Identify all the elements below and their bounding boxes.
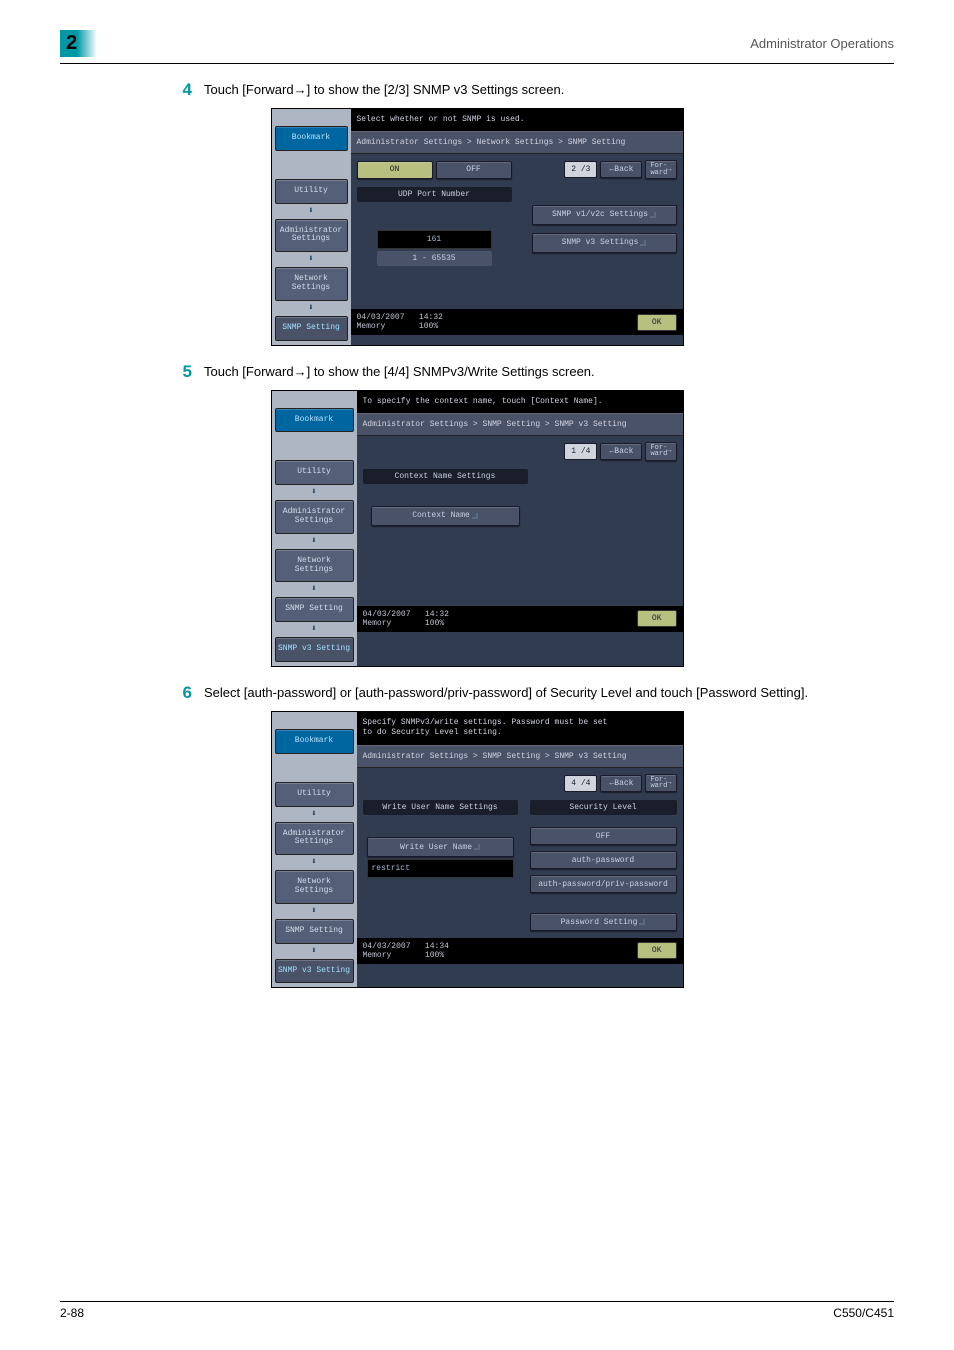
- password-setting-button[interactable]: Password Setting: [530, 913, 677, 931]
- chevron-down-icon: ⬇: [275, 907, 354, 916]
- context-settings-label: Context Name Settings: [363, 469, 528, 484]
- on-button[interactable]: ON: [357, 161, 433, 179]
- page-indicator: 2 /3: [564, 161, 597, 178]
- forward-button[interactable]: For- ward →: [645, 442, 676, 461]
- page-indicator: 1 /4: [564, 443, 597, 460]
- admin-settings-button[interactable]: Administrator Settings: [275, 219, 348, 253]
- page-footer: 2-88 C550/C451: [60, 1301, 894, 1320]
- breadcrumb: Administrator Settings > SNMP Setting > …: [357, 413, 683, 436]
- snmp-v3-setting-button[interactable]: SNMP v3 Setting: [275, 959, 354, 984]
- chevron-down-icon: ⬇: [275, 207, 348, 216]
- prompt-text: Select whether or not SNMP is used.: [351, 109, 683, 131]
- udp-range: 1 - 65535: [377, 251, 492, 266]
- bookmark-button[interactable]: Bookmark: [275, 729, 354, 754]
- page-number: 2-88: [60, 1306, 84, 1320]
- chevron-down-icon: ⬇: [275, 537, 354, 546]
- snmp-v3-button[interactable]: SNMP v3 Settings: [532, 233, 677, 253]
- auth-priv-password-button[interactable]: auth-password/priv-password: [530, 875, 677, 893]
- udp-port-label: UDP Port Number: [357, 187, 512, 202]
- header-divider: [60, 63, 894, 64]
- restrict-value: restrict: [367, 859, 514, 878]
- utility-button[interactable]: Utility: [275, 460, 354, 485]
- forward-button[interactable]: For- ward →: [645, 160, 676, 179]
- model-number: C550/C451: [833, 1306, 894, 1320]
- forward-button[interactable]: For- ward →: [645, 774, 676, 793]
- step-text: Touch [Forward→] to show the [4/4] SNMPv…: [204, 362, 595, 382]
- back-button[interactable]: ←Back: [600, 161, 642, 178]
- prompt-text: To specify the context name, touch [Cont…: [357, 391, 683, 413]
- back-button[interactable]: ←Back: [600, 775, 642, 792]
- ok-button[interactable]: OK: [637, 942, 677, 959]
- step-number: 6: [160, 683, 192, 703]
- step-number: 5: [160, 362, 192, 382]
- breadcrumb: Administrator Settings > Network Setting…: [351, 131, 683, 154]
- admin-settings-button[interactable]: Administrator Settings: [275, 822, 354, 856]
- write-user-name-button[interactable]: Write User Name: [367, 837, 514, 857]
- chevron-down-icon: ⬇: [275, 585, 354, 594]
- status-datetime: 04/03/2007 14:32 Memory 100%: [363, 610, 449, 628]
- bookmark-button[interactable]: Bookmark: [275, 408, 354, 433]
- status-datetime: 04/03/2007 14:32 Memory 100%: [357, 313, 443, 331]
- prompt-text: Specify SNMPv3/write settings. Password …: [357, 712, 683, 745]
- breadcrumb: Administrator Settings > SNMP Setting > …: [357, 745, 683, 768]
- snmp-setting-button[interactable]: SNMP Setting: [275, 919, 354, 944]
- chevron-down-icon: ⬇: [275, 304, 348, 313]
- step-row: 5 Touch [Forward→] to show the [4/4] SNM…: [160, 362, 894, 382]
- snmp-v1v2c-button[interactable]: SNMP v1/v2c Settings: [532, 205, 677, 225]
- network-settings-button[interactable]: Network Settings: [275, 870, 354, 904]
- admin-settings-button[interactable]: Administrator Settings: [275, 500, 354, 534]
- screenshot-snmp-v3-context: Bookmark Utility ⬇ Administrator Setting…: [271, 390, 684, 667]
- context-name-button[interactable]: Context Name: [371, 506, 520, 526]
- step-text: Touch [Forward→] to show the [2/3] SNMP …: [204, 80, 564, 100]
- sidebar: Bookmark Utility ⬇ Administrator Setting…: [272, 391, 357, 666]
- security-level-label: Security Level: [530, 800, 677, 815]
- back-button[interactable]: ←Back: [600, 443, 642, 460]
- utility-button[interactable]: Utility: [275, 179, 348, 204]
- screenshot-snmp-v3-write: Bookmark Utility ⬇ Administrator Setting…: [271, 711, 684, 988]
- chapter-badge: 2: [60, 30, 87, 57]
- snmp-setting-button[interactable]: SNMP Setting: [275, 316, 348, 341]
- off-button[interactable]: OFF: [436, 161, 512, 179]
- step-text: Select [auth-password] or [auth-password…: [204, 683, 808, 703]
- chevron-down-icon: ⬇: [275, 858, 354, 867]
- chevron-down-icon: ⬇: [275, 810, 354, 819]
- chevron-down-icon: ⬇: [275, 488, 354, 497]
- chevron-down-icon: ⬇: [275, 625, 354, 634]
- utility-button[interactable]: Utility: [275, 782, 354, 807]
- sidebar: Bookmark Utility ⬇ Administrator Setting…: [272, 712, 357, 987]
- udp-port-value: 161: [377, 230, 492, 249]
- ok-button[interactable]: OK: [637, 314, 677, 331]
- page-indicator: 4 /4: [564, 775, 597, 792]
- step-row: 6 Select [auth-password] or [auth-passwo…: [160, 683, 894, 703]
- ok-button[interactable]: OK: [637, 610, 677, 627]
- security-off-button[interactable]: OFF: [530, 827, 677, 845]
- sidebar: Bookmark Utility ⬇ Administrator Setting…: [272, 109, 351, 345]
- bookmark-button[interactable]: Bookmark: [275, 126, 348, 151]
- status-datetime: 04/03/2007 14:34 Memory 100%: [363, 942, 449, 960]
- auth-password-button[interactable]: auth-password: [530, 851, 677, 869]
- network-settings-button[interactable]: Network Settings: [275, 267, 348, 301]
- snmp-v3-setting-button[interactable]: SNMP v3 Setting: [275, 637, 354, 662]
- chevron-down-icon: ⬇: [275, 947, 354, 956]
- section-title: Administrator Operations: [750, 36, 894, 51]
- write-user-settings-label: Write User Name Settings: [363, 800, 518, 815]
- network-settings-button[interactable]: Network Settings: [275, 549, 354, 583]
- snmp-setting-button[interactable]: SNMP Setting: [275, 597, 354, 622]
- step-row: 4 Touch [Forward→] to show the [2/3] SNM…: [160, 80, 894, 100]
- chevron-down-icon: ⬇: [275, 255, 348, 264]
- screenshot-snmp-setting: Bookmark Utility ⬇ Administrator Setting…: [271, 108, 684, 346]
- step-number: 4: [160, 80, 192, 100]
